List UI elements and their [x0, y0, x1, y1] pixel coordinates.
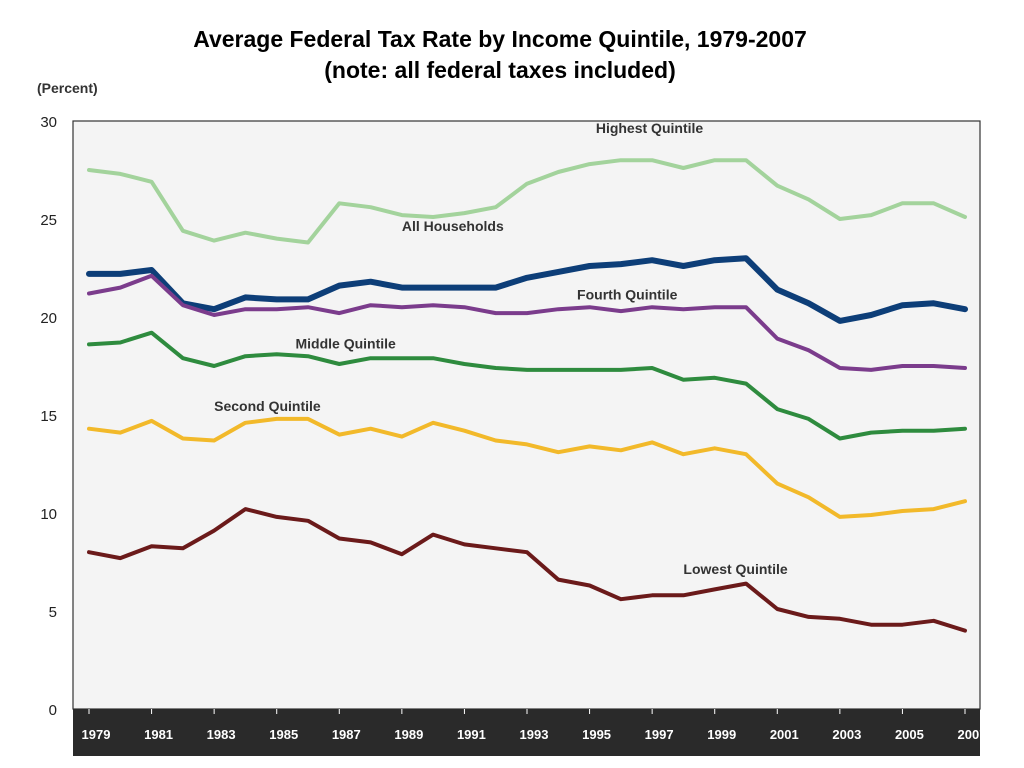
x-tick-label: 1991: [457, 727, 486, 742]
series-label-middle-quintile: Middle Quintile: [295, 335, 396, 351]
y-tick-label: 30: [40, 114, 57, 131]
series-line-highest-quintile: [87, 158, 967, 245]
x-tick-label: 1983: [207, 727, 236, 742]
x-tick-label: 1999: [707, 727, 736, 742]
x-tick-label: 1987: [332, 727, 361, 742]
series-label-second-quintile: Second Quintile: [214, 398, 321, 414]
y-tick-label: 10: [40, 506, 57, 523]
x-tick-label: 1993: [520, 727, 549, 742]
x-tick-label: 2003: [832, 727, 861, 742]
x-tick-label: 1995: [582, 727, 611, 742]
series-line-all-households: [86, 255, 968, 324]
x-tick-label: 1997: [645, 727, 674, 742]
x-tick-label: 1981: [144, 727, 173, 742]
series-label-all-households: All Households: [402, 218, 504, 234]
series-label-lowest-quintile: Lowest Quintile: [683, 561, 787, 577]
series-label-fourth-quintile: Fourth Quintile: [577, 286, 678, 302]
plot-area: [72, 120, 981, 710]
chart-subtitle: (note: all federal taxes included): [324, 57, 676, 83]
series-line-lowest-quintile: [87, 507, 967, 633]
x-tick-label: 2007: [958, 727, 987, 742]
y-tick-label: 20: [40, 310, 57, 327]
series-line-fourth-quintile: [87, 273, 967, 372]
x-tick-label: 1979: [82, 727, 111, 742]
chart-title: Average Federal Tax Rate by Income Quint…: [193, 26, 807, 52]
y-axis-unit-label: (Percent): [37, 80, 98, 96]
y-axis: 0 5 10 15 20 25 30: [40, 114, 57, 719]
x-tick-label: 1985: [269, 727, 298, 742]
y-tick-label: 5: [49, 604, 57, 621]
series-lines: [86, 158, 968, 633]
series-line-second-quintile: [87, 416, 967, 519]
x-tick-label: 2005: [895, 727, 924, 742]
x-tick-label: 1989: [394, 727, 423, 742]
y-tick-label: 25: [40, 212, 57, 229]
series-line-middle-quintile: [87, 330, 967, 441]
series-label-highest-quintile: Highest Quintile: [596, 120, 704, 136]
y-tick-label: 0: [49, 702, 57, 719]
y-tick-label: 15: [40, 408, 57, 425]
x-tick-label: 2001: [770, 727, 799, 742]
x-axis: 1979 1981 1983 1985 1987 1989 1991 1993 1995 1997…: [82, 709, 987, 742]
x-axis-band: [73, 709, 980, 756]
series-labels: Highest Quintile All Households Fourth Qui…: [214, 120, 788, 577]
